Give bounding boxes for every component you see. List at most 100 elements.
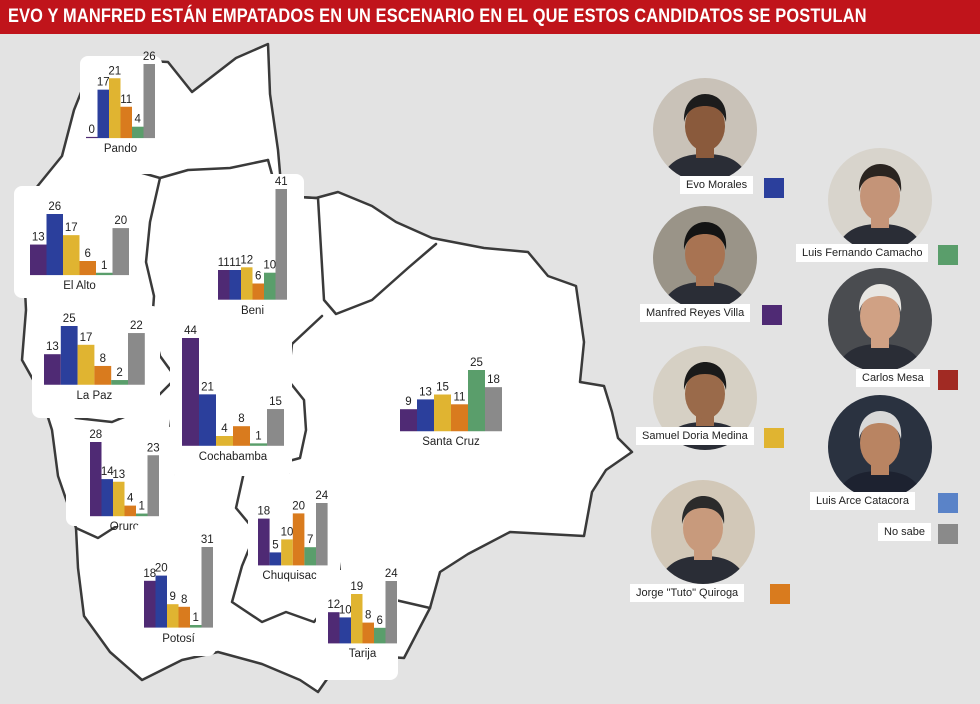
legend-swatch-luis-arce-catacora: [938, 493, 958, 513]
data-label-potosi-no-sabe: 31: [201, 534, 214, 546]
bar-cochabamba-luis-fernando-camacho: [250, 443, 267, 446]
data-label-potosi-evo-morales: 20: [155, 563, 168, 575]
data-label-el-alto-jorge-tuto-quiroga: 6: [85, 248, 91, 260]
data-label-chuquisaca-no-sabe: 24: [315, 490, 328, 502]
data-label-santa-cruz-jorge-tuto-quiroga: 11: [454, 391, 466, 403]
bar-el-alto-no-sabe: [112, 227, 129, 275]
bar-oruro-samuel-doria-medina: [113, 481, 125, 516]
data-label-cochabamba-jorge-tuto-quiroga: 8: [238, 413, 244, 425]
data-label-potosi-samuel-doria-medina: 9: [170, 592, 176, 604]
data-label-la-paz-luis-fernando-camacho: 2: [116, 367, 122, 379]
bar-chart-cochabamba: 44 21 481 15: [182, 325, 284, 446]
bar-pando-luis-fernando-camacho: [132, 126, 144, 138]
data-label-cochabamba-luis-fernando-camacho: 1: [255, 431, 261, 443]
data-label-el-alto-manfred-reyes-villa: 13: [32, 231, 45, 243]
data-label-chuquisaca-jorge-tuto-quiroga: 20: [292, 500, 305, 512]
bar-tarija-no-sabe: [385, 580, 397, 643]
bar-oruro-jorge-tuto-quiroga: [124, 505, 136, 516]
data-label-pando-luis-fernando-camacho: 4: [135, 114, 142, 126]
bar-tarija-jorge-tuto-quiroga: [362, 622, 374, 643]
region-label-oruro: Oruro: [109, 521, 140, 533]
bar-la-paz-manfred-reyes-villa: [44, 354, 61, 385]
region-label-pando: Pando: [103, 143, 138, 155]
data-label-oruro-luis-fernando-camacho: 1: [139, 500, 145, 512]
bar-oruro-evo-morales: [101, 478, 113, 516]
data-label-beni-no-sabe: 41: [275, 176, 288, 188]
bar-beni-samuel-doria-medina: [241, 267, 253, 300]
data-label-la-paz-no-sabe: 22: [130, 320, 143, 332]
data-label-pando-manfred-reyes-villa: 0: [89, 124, 95, 136]
region-label-tarija: Tarija: [348, 648, 377, 660]
bar-la-paz-luis-fernando-camacho: [111, 380, 128, 385]
data-label-chuquisaca-luis-fernando-camacho: 7: [307, 534, 313, 546]
bar-potosi-no-sabe: [201, 547, 213, 628]
bar-santa-cruz-evo-morales: [417, 399, 434, 431]
bar-tarija-evo-morales: [339, 616, 351, 643]
data-label-tarija-evo-morales: 10: [339, 604, 352, 616]
bar-la-paz-no-sabe: [128, 333, 145, 385]
region-label-el-alto: El Alto: [63, 280, 96, 292]
data-label-el-alto-no-sabe: 20: [114, 215, 127, 227]
data-label-oruro-evo-morales: 14: [101, 466, 114, 478]
bar-tarija-manfred-reyes-villa: [328, 611, 340, 643]
bar-beni-jorge-tuto-quiroga: [252, 283, 264, 300]
legend-label-no-sabe: No sabe: [878, 523, 931, 541]
legend-label-samuel-doria-medina: Samuel Doria Medina: [636, 427, 754, 445]
bar-santa-cruz-no-sabe: [485, 386, 502, 431]
legend-label-carlos-mesa: Carlos Mesa: [856, 369, 930, 387]
region-label-potosi: Potosí: [162, 633, 195, 645]
bar-el-alto-manfred-reyes-villa: [30, 244, 47, 275]
data-label-pando-no-sabe: 26: [143, 51, 156, 63]
data-label-pando-jorge-tuto-quiroga: 11: [120, 94, 132, 106]
data-label-tarija-no-sabe: 24: [385, 568, 398, 580]
data-label-tarija-jorge-tuto-quiroga: 8: [365, 609, 371, 621]
legend-label-jorge-tuto-quiroga: Jorge "Tuto" Quiroga: [630, 584, 745, 602]
bar-santa-cruz-manfred-reyes-villa: [400, 408, 417, 431]
bar-chuquisaca-jorge-tuto-quiroga: [292, 512, 305, 565]
legend-swatch-manfred-reyes-villa: [762, 305, 782, 325]
legend-label-manfred-reyes-villa: Manfred Reyes Villa: [640, 304, 751, 322]
data-label-tarija-manfred-reyes-villa: 12: [327, 599, 340, 611]
bar-santa-cruz-luis-fernando-camacho: [468, 369, 485, 431]
data-label-cochabamba-no-sabe: 15: [269, 396, 282, 408]
data-label-la-paz-jorge-tuto-quiroga: 8: [100, 353, 106, 365]
data-label-tarija-luis-fernando-camacho: 6: [377, 614, 383, 626]
data-label-santa-cruz-no-sabe: 18: [487, 374, 500, 386]
bar-potosi-manfred-reyes-villa: [144, 581, 156, 628]
legend-swatch-samuel-doria-medina: [764, 428, 784, 448]
legend-swatch-evo-morales: [764, 178, 784, 198]
bar-oruro-no-sabe: [147, 455, 159, 516]
bar-beni-luis-fernando-camacho: [264, 272, 276, 300]
luis-arce-catacora-photo: [828, 395, 932, 499]
data-label-beni-evo-morales: 11: [229, 257, 241, 269]
data-label-cochabamba-samuel-doria-medina: 4: [221, 423, 228, 435]
bar-chuquisaca-samuel-doria-medina: [281, 538, 293, 565]
bar-potosi-luis-fernando-camacho: [190, 625, 202, 628]
data-label-beni-manfred-reyes-villa: 11: [218, 257, 230, 269]
bar-pando-jorge-tuto-quiroga: [120, 106, 132, 138]
bar-la-paz-jorge-tuto-quiroga: [94, 366, 112, 385]
bar-beni-manfred-reyes-villa: [218, 270, 230, 300]
data-label-cochabamba-manfred-reyes-villa: 44: [184, 325, 197, 337]
data-label-pando-evo-morales: 17: [97, 77, 110, 89]
region-label-chuquisaca: Chuquisaca: [262, 570, 324, 582]
legend-label-luis-fernando-camacho: Luis Fernando Camacho: [796, 244, 929, 262]
bar-potosi-jorge-tuto-quiroga: [178, 607, 190, 628]
region-label-cochabamba: Cochabamba: [198, 451, 268, 463]
bar-chuquisaca-manfred-reyes-villa: [258, 518, 270, 565]
bar-el-alto-evo-morales: [46, 213, 63, 275]
region-label-beni: Beni: [240, 305, 265, 317]
legend-swatch-no-sabe: [938, 524, 958, 544]
data-label-oruro-samuel-doria-medina: 13: [112, 469, 125, 481]
bar-beni-evo-morales: [229, 270, 241, 300]
bar-oruro-manfred-reyes-villa: [90, 441, 102, 516]
data-label-la-paz-manfred-reyes-villa: 13: [46, 341, 59, 353]
bar-santa-cruz-jorge-tuto-quiroga: [451, 404, 468, 431]
legend-swatch-luis-fernando-camacho: [938, 245, 958, 265]
legend-swatch-jorge-tuto-quiroga: [770, 584, 790, 604]
